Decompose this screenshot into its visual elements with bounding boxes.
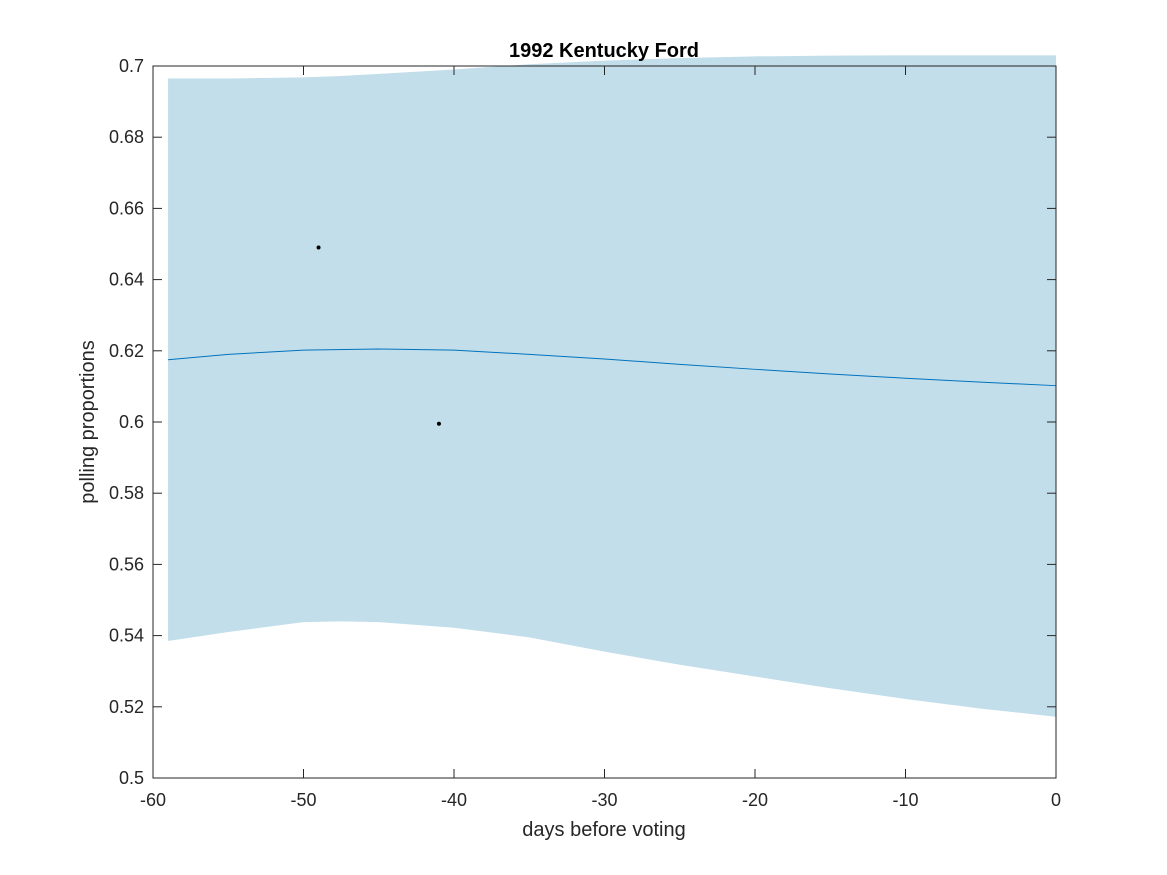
x-tick-label: -40 xyxy=(441,790,467,810)
y-axis-label: polling proportions xyxy=(77,340,99,503)
y-tick-label: 0.58 xyxy=(109,483,144,503)
x-tick-label: -50 xyxy=(290,790,316,810)
axes-box xyxy=(152,65,1057,779)
y-tick-label: 0.6 xyxy=(119,412,144,432)
y-tick-label: 0.66 xyxy=(109,198,144,218)
y-tick-label: 0.5 xyxy=(119,768,144,788)
x-tick-label: -10 xyxy=(892,790,918,810)
y-tick-label: 0.56 xyxy=(109,554,144,574)
y-tick-label: 0.64 xyxy=(109,270,144,290)
x-tick-label: -60 xyxy=(140,790,166,810)
trend-line xyxy=(168,348,1057,387)
y-tick-label: 0.7 xyxy=(119,56,144,76)
plot-area xyxy=(168,55,1057,717)
poll-point xyxy=(436,421,441,426)
y-tick-label: 0.68 xyxy=(109,127,144,147)
x-tick-label: -20 xyxy=(742,790,768,810)
x-tick-label: -30 xyxy=(591,790,617,810)
chart-title: 1992 Kentucky Ford xyxy=(509,40,699,62)
x-axis-label: days before voting xyxy=(522,819,685,841)
confidence-band xyxy=(168,55,1057,717)
axes-ticks: -60 -50 -40 -30 -20 -10 0 0.5 0.52 0.54 0.56 0.58 0.… xyxy=(109,56,1061,810)
y-tick-label: 0.62 xyxy=(109,341,144,361)
poll-point xyxy=(316,245,321,250)
y-tick-label: 0.54 xyxy=(109,626,144,646)
x-tick-label: 0 xyxy=(1051,790,1061,810)
y-tick-label: 0.52 xyxy=(109,697,144,717)
